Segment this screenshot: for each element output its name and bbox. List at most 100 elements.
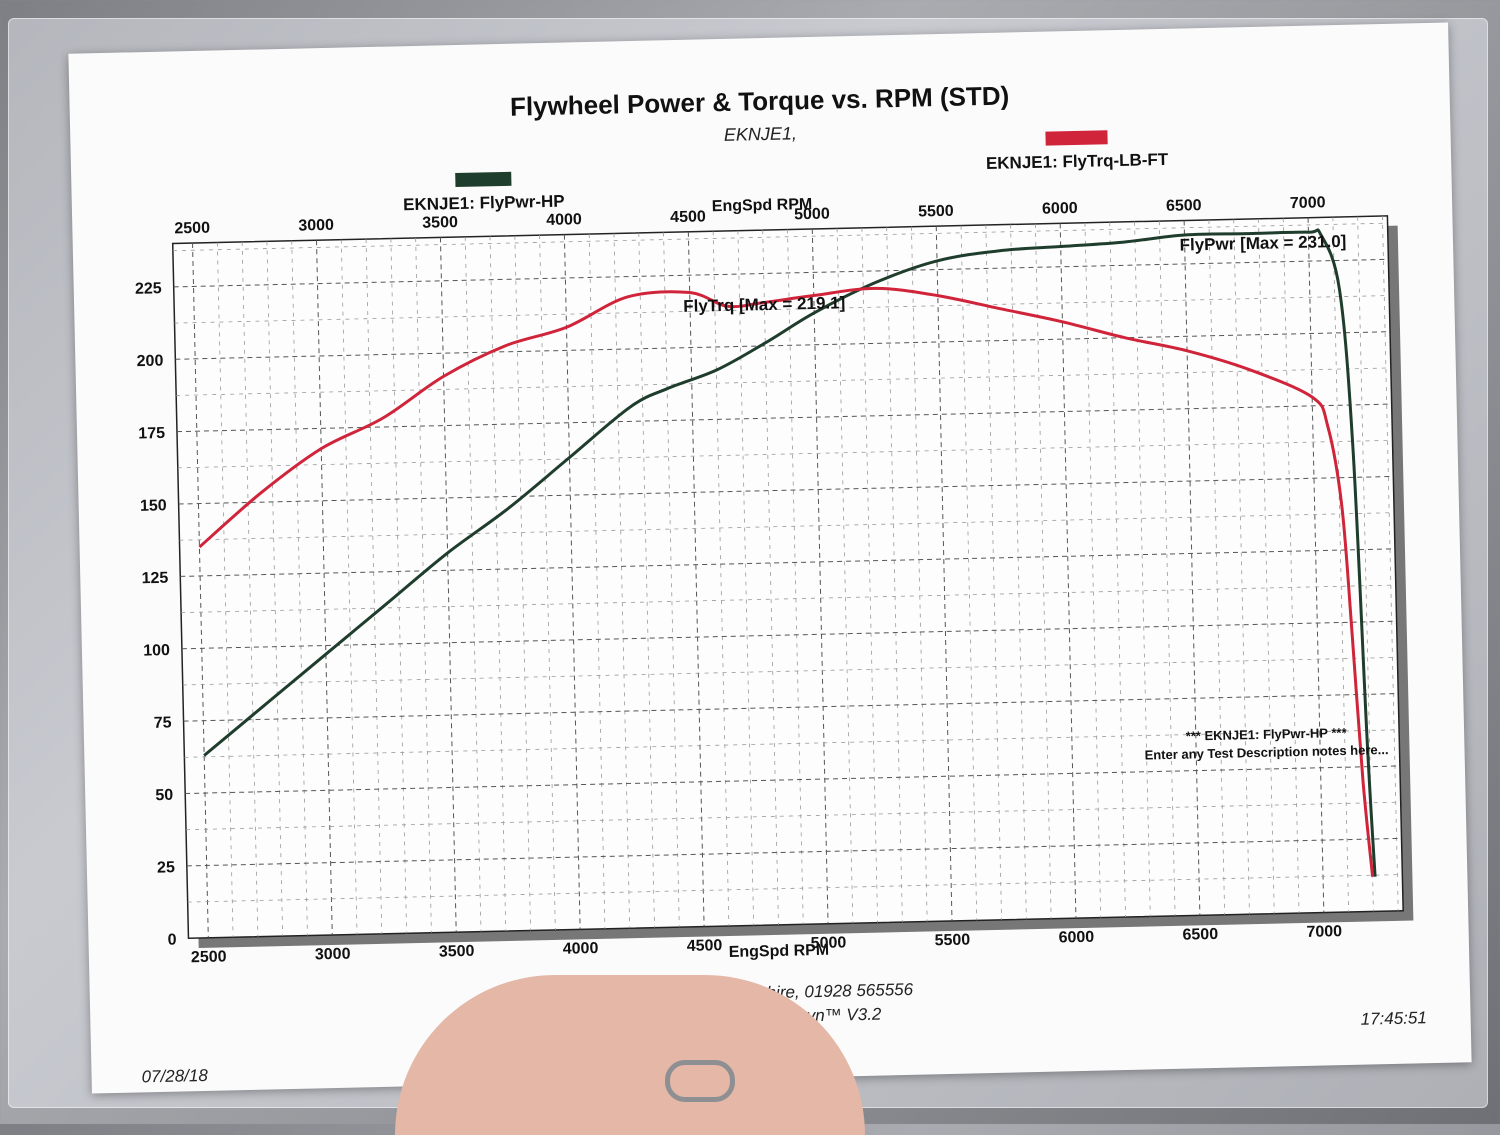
grid-line-x [192,243,209,938]
grid-line-y [186,837,1402,867]
x-tick-label-top: 6500 [1166,197,1202,215]
finger-ring [665,1060,735,1102]
grid-line-x [1282,218,1300,914]
y-tick-label: 175 [138,425,165,443]
grid-line-x [960,225,978,921]
grid-line-x [613,233,631,929]
x-tick-label-bottom: 3000 [315,946,351,964]
print-time: 17:45:51 [1360,1008,1427,1028]
grid-line-x [266,241,284,937]
x-tick-label-top: 6000 [1042,200,1078,218]
grid-line-x [365,239,383,934]
grid-line-x [439,237,457,933]
y-tick-label: 225 [135,280,162,298]
x-tick-label-top: 5000 [794,206,830,224]
grid-line-x [216,242,234,938]
torque-max-label: FlyTrq [Max = 219.1] [683,293,845,316]
chart-title: Flywheel Power & Torque vs. RPM (STD) [510,80,1010,121]
x-tick-label-top: 3500 [422,214,458,232]
grid-line-x [985,225,1002,920]
legend-swatch-power [455,171,512,188]
y-tick-label: 50 [155,787,173,804]
y-tick-label: 125 [141,570,168,588]
x-ticks-bottom: 2500 3000 3500 4000 4500 5000 5500 6000 6500 7000 [191,923,1343,966]
x-tick-label-top: 4500 [670,208,706,226]
holding-hand [395,975,865,1135]
plot-area [171,215,1404,940]
x-tick-label-bottom: 6500 [1182,926,1218,944]
grid-line-x [1307,217,1325,913]
grid-line-x [1109,222,1126,918]
grid-line-y [178,475,1394,505]
dyno-chart: Flywheel Power & Torque vs. RPM (STD) EK… [135,80,1427,1087]
grid-line-x [1382,216,1399,911]
y-tick-label: 75 [154,714,172,731]
x-tick-label-top: 2500 [174,220,210,238]
grid-line-x [340,239,358,935]
grid-line-x [737,230,755,926]
x-tick-label-bottom: 3500 [439,943,475,961]
grid-line-x [1332,217,1350,912]
grid-line-x [489,236,507,932]
grid-line-x [687,231,705,927]
grid-line-x [861,227,879,923]
grid-line-x [935,226,953,921]
grid-line-x [390,238,408,934]
grid-line-x [1208,219,1226,915]
grid-line-x [539,235,556,930]
grid-line-x [638,232,655,928]
x-tick-label-top: 5500 [918,203,954,221]
grid-line-x [811,228,829,924]
grid-line-x [315,240,333,936]
grid-line-x [712,231,730,927]
grid-line-y [181,620,1397,650]
x-tick-label-bottom: 5500 [934,932,970,950]
grid-line-y [185,765,1400,795]
legend-label-power: EKNJE1: FlyPwr-HP [403,192,565,215]
grid-line-x [415,237,432,933]
grid-line-x [1183,220,1201,916]
grid-line-x [663,232,680,928]
grid-line-x [1059,223,1077,919]
grid-line-x [911,226,928,922]
grid-line-x [787,229,804,925]
grid-line-x [1258,218,1275,914]
x-tick-label-bottom: 2500 [191,948,227,966]
grid-line-x [563,234,581,930]
test-note-line-2: Enter any Test Description notes here... [1144,742,1388,763]
grid-line-x [836,228,854,924]
y-tick-label: 0 [167,932,176,949]
grid-line-x [1158,221,1176,916]
power-max-label: FlyPwr [Max = 231.0] [1179,232,1346,255]
grid-line-y [176,403,1392,433]
x-tick-label-bottom: 7000 [1306,923,1342,941]
grid-line-x [886,227,903,923]
x-ticks-top: 2500 3000 3500 4000 4500 5000 5500 6000 6500 7000 [174,194,1326,237]
x-tick-label-bottom: 4000 [563,940,599,958]
grid-line-x [762,230,779,925]
grid-line-x [241,241,259,937]
grid [172,216,1403,938]
x-axis-label-bottom: EngSpd RPM [729,942,830,961]
y-tick-label: 150 [140,497,167,515]
y-tick-label: 100 [143,642,170,660]
legend-label-torque: EKNJE1: FlyTrq-LB-FT [986,150,1169,173]
x-tick-label-bottom: 6000 [1058,929,1094,947]
grid-line-y [175,331,1391,360]
grid-line-x [514,235,531,931]
x-tick-label-bottom: 5000 [811,934,847,952]
series-line-torque [198,286,1375,877]
dyno-printout: Flywheel Power & Torque vs. RPM (STD) EK… [68,22,1472,1094]
grid-line-x [1010,224,1027,920]
grid-line-x [464,236,482,932]
chart-subtitle: EKNJE1, [724,123,797,145]
series-line-power [203,228,1377,877]
x-tick-label-top: 3000 [298,217,334,235]
grid-line-x [1084,222,1102,918]
x-tick-label-top: 7000 [1290,194,1326,212]
grid-line-y [173,258,1389,288]
grid-line-x [291,240,308,936]
grid-line-x [1233,219,1250,915]
print-date: 07/28/18 [141,1066,208,1087]
grid-line-y [180,548,1395,577]
